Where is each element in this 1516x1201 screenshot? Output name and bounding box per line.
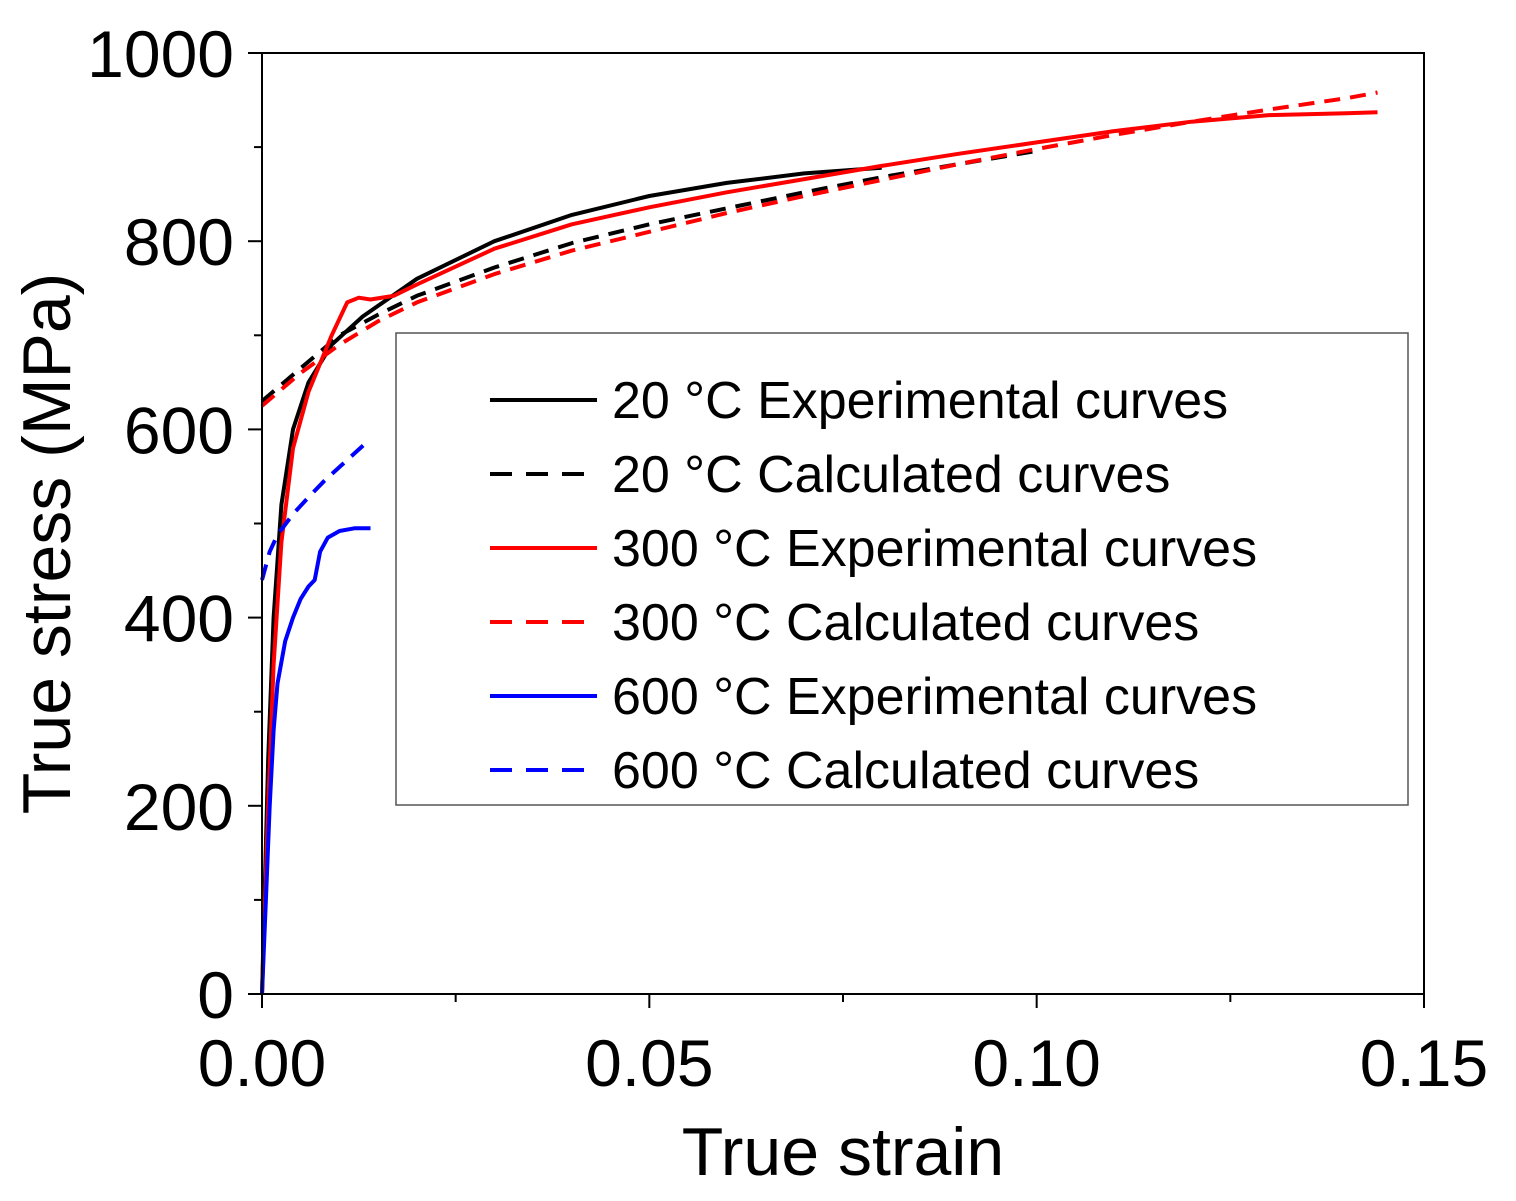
legend-box (395, 332, 1409, 806)
legend-label-3: 300 °C Experimental curves (612, 520, 1257, 578)
y-tick-label: 400 (124, 582, 234, 656)
x-axis-title: True strain (682, 1114, 1004, 1190)
y-tick-label: 0 (197, 958, 234, 1032)
x-tick-label: 0.10 (972, 1026, 1100, 1100)
x-tick-label: 0.00 (198, 1026, 326, 1100)
legend-label-5: 600 °C Experimental curves (612, 668, 1257, 726)
series-line-3 (260, 110, 1378, 995)
y-tick-label: 800 (124, 205, 234, 279)
legend-label-1: 20 °C Experimental curves (612, 372, 1228, 430)
tick-layer: 0.00 0.05 0.10 0.15 0 200 400 600 800 1000 (87, 17, 1488, 1100)
y-tick-label: 600 (124, 393, 234, 467)
legend: 20 °C Experimental curves 20 °C Calculate… (395, 332, 1409, 806)
legend-label-2: 20 °C Calculated curves (612, 446, 1170, 504)
legend-label-4: 300 °C Calculated curves (612, 594, 1199, 652)
y-axis-title: True stress (MPa) (9, 273, 85, 815)
axis-label-layer: True strain True stress (MPa) (9, 273, 1004, 1190)
series-line-6 (260, 437, 372, 581)
x-tick-label: 0.15 (1360, 1026, 1488, 1100)
series-line-5 (260, 526, 371, 995)
series-line-1 (260, 165, 882, 995)
legend-label-6: 600 °C Calculated curves (612, 742, 1199, 800)
y-tick-label: 1000 (87, 17, 234, 91)
x-tick-label: 0.05 (585, 1026, 713, 1100)
series-layer (260, 90, 1378, 995)
series-line-4 (260, 90, 1378, 408)
series-line-2 (260, 148, 1038, 403)
y-tick-label: 200 (124, 770, 234, 844)
